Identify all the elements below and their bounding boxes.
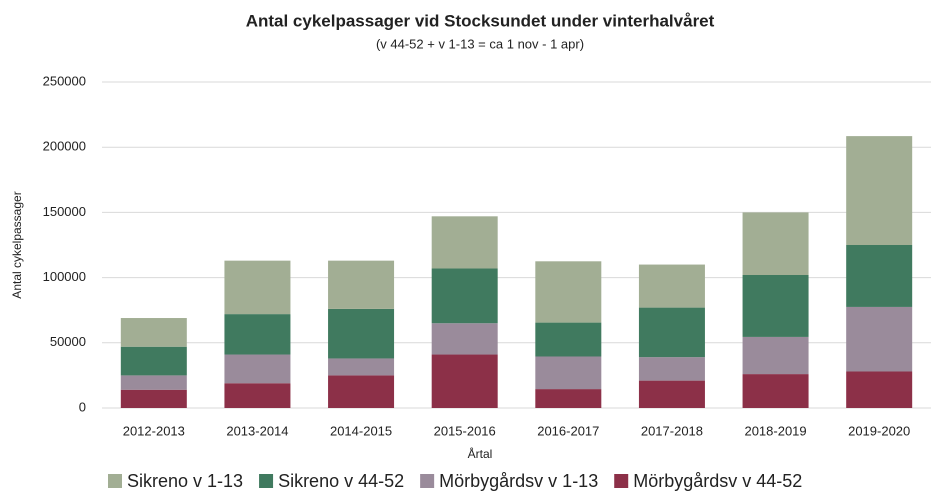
y-tick-label: 50000: [50, 334, 86, 349]
y-tick-label: 150000: [43, 204, 86, 219]
bar-segment: [328, 358, 395, 376]
bar-segment: [742, 212, 809, 275]
legend-label: Mörbygårdsv v 44-52: [633, 471, 802, 491]
bar-segment: [431, 323, 498, 355]
x-tick-label: 2013-2014: [226, 423, 288, 438]
bar-segment: [224, 354, 291, 384]
bar-segment: [638, 357, 705, 381]
legend-label: Mörbygårdsv v 1-13: [439, 471, 598, 491]
x-tick-label: 2018-2019: [744, 423, 806, 438]
y-tick-label: 0: [79, 399, 86, 414]
legend-label: Sikreno v 44-52: [278, 471, 404, 491]
x-tick-label: 2014-2015: [330, 423, 392, 438]
chart-subtitle: (v 44-52 + v 1-13 = ca 1 nov - 1 apr): [376, 36, 584, 51]
bar-segment: [638, 380, 705, 408]
legend-swatch: [108, 474, 122, 488]
legend-swatch: [259, 474, 274, 488]
bar-segment: [535, 356, 602, 390]
bar-segment: [846, 136, 913, 245]
bar-segment: [224, 383, 291, 408]
bar-segment: [638, 307, 705, 358]
legend-swatch: [420, 474, 435, 488]
bar-segment: [742, 374, 809, 408]
bar-segment: [742, 274, 809, 337]
bar-segment: [328, 260, 395, 309]
bar-segment: [846, 306, 913, 372]
bar-segment: [535, 261, 602, 323]
x-tick-label: 2016-2017: [537, 423, 599, 438]
bar-segment: [120, 318, 187, 347]
bar-segment: [120, 346, 187, 376]
bar-segment: [224, 260, 291, 315]
bar-segment: [846, 245, 913, 307]
x-tick-label: 2015-2016: [434, 423, 496, 438]
y-tick-label: 100000: [43, 269, 86, 284]
chart-title: Antal cykelpassager vid Stocksundet unde…: [246, 11, 715, 30]
x-axis-title: Årtal: [468, 446, 493, 461]
bar-segment: [120, 389, 187, 408]
bar-segment: [535, 389, 602, 408]
bar-segment: [328, 375, 395, 408]
bar-segment: [846, 371, 913, 408]
y-axis-title: Antal cykelpassager: [10, 191, 24, 298]
x-tick-label: 2017-2018: [641, 423, 703, 438]
bar-segment: [742, 336, 809, 375]
bar-segment: [328, 308, 395, 359]
bar-segment: [120, 375, 187, 390]
y-tick-label: 250000: [43, 73, 86, 88]
x-tick-label: 2019-2020: [848, 423, 910, 438]
bar-segment: [431, 216, 498, 269]
legend-label: Sikreno v 1-13: [127, 471, 243, 491]
bar-segment: [431, 268, 498, 324]
y-tick-label: 200000: [43, 139, 86, 154]
x-tick-label: 2012-2013: [123, 423, 185, 438]
bar-segment: [535, 322, 602, 357]
bar-segment: [224, 314, 291, 355]
bar-segment: [431, 354, 498, 408]
legend-swatch: [614, 474, 629, 488]
bar-segment: [638, 264, 705, 308]
